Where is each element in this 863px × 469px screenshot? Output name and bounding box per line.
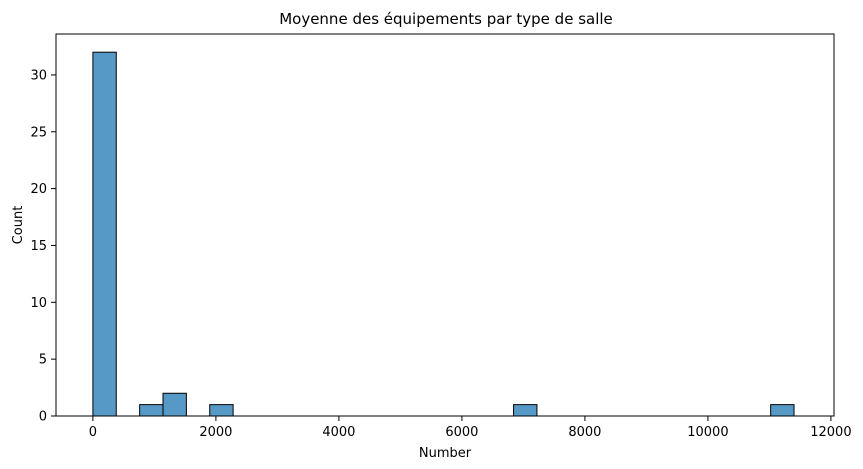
x-tick-label-3: 6000	[445, 425, 478, 440]
y-tick-label-0: 0	[39, 410, 47, 425]
y-tick-label-5: 25	[30, 125, 47, 140]
y-tick-label-6: 30	[30, 68, 47, 83]
x-tick-label-5: 10000	[687, 425, 728, 440]
plot-frame	[55, 33, 835, 417]
y-tick-label-3: 15	[30, 239, 47, 254]
chart-title: Moyenne des équipements par type de sall…	[279, 10, 613, 28]
y-tick-label-2: 10	[30, 296, 47, 311]
y-axis-label: Count	[11, 206, 26, 245]
x-tick-label-1: 2000	[199, 425, 232, 440]
x-axis-ticks: 0 2000 4000 6000 8000 10000 12000	[89, 416, 852, 440]
y-tick-label-4: 20	[30, 182, 47, 197]
histogram-bar-0	[92, 51, 117, 417]
histogram-bar-5	[770, 404, 795, 417]
histogram-bar-2	[162, 392, 187, 417]
bars-group	[92, 51, 795, 417]
histogram-bar-1	[139, 404, 164, 417]
y-axis-ticks: 0 5 10 15 20 25 30	[30, 68, 56, 425]
x-tick-label-4: 8000	[568, 425, 601, 440]
x-tick-label-6: 12000	[810, 425, 851, 440]
x-tick-label-2: 4000	[322, 425, 355, 440]
histogram-bar-3	[209, 404, 234, 417]
x-tick-label-0: 0	[89, 425, 97, 440]
histogram-bar-4	[513, 404, 538, 417]
x-axis-label: Number	[419, 446, 472, 461]
y-tick-label-1: 5	[39, 353, 47, 368]
